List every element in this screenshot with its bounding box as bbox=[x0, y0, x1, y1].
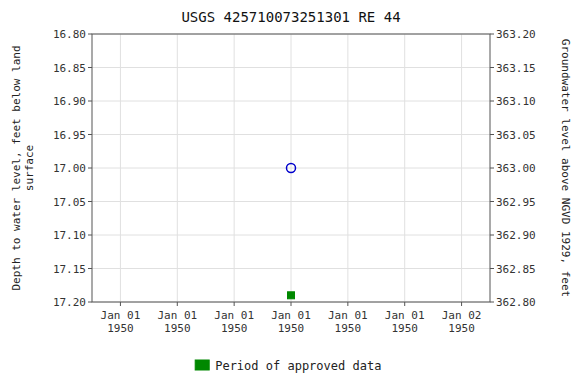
legend-label: Period of approved data bbox=[215, 359, 381, 373]
text-line: Jan 01 bbox=[271, 309, 311, 322]
text-line: 1950 bbox=[107, 322, 134, 335]
grid-line bbox=[291, 34, 292, 302]
tick-label: 362.85 bbox=[496, 263, 536, 276]
tick-label: Jan 011950 bbox=[271, 309, 311, 335]
tick-label: 362.80 bbox=[496, 296, 536, 309]
y-axis: 16.80 16.85 16.90 16.95 17.00 17.05 17.10 17.15… bbox=[53, 28, 92, 309]
tick-mark bbox=[490, 34, 494, 35]
tick-label: 17.15 bbox=[53, 263, 86, 276]
tick-label: 363.05 bbox=[496, 129, 536, 142]
tick-label: Jan 011950 bbox=[328, 309, 368, 335]
tick-mark bbox=[490, 67, 494, 68]
plot-frame bbox=[92, 34, 490, 302]
tick-label: Jan 011950 bbox=[214, 309, 254, 335]
grid-line bbox=[461, 34, 462, 302]
background bbox=[0, 0, 576, 384]
tick-mark bbox=[490, 101, 494, 102]
tick-mark bbox=[88, 235, 92, 236]
tick-label: Jan 011950 bbox=[157, 309, 197, 335]
text-line: 1950 bbox=[278, 322, 305, 335]
text-line: 1950 bbox=[391, 322, 418, 335]
tick-mark bbox=[490, 201, 494, 202]
tick-mark bbox=[120, 302, 121, 306]
text-line: Jan 02 bbox=[442, 309, 482, 322]
tick-label: 363.15 bbox=[496, 62, 536, 75]
tick-mark bbox=[234, 302, 235, 306]
text-line: Depth to water level, feet below land bbox=[10, 45, 23, 290]
tick-mark bbox=[88, 168, 92, 169]
tick-mark bbox=[88, 302, 92, 303]
data-point bbox=[288, 292, 295, 299]
grid bbox=[92, 34, 490, 302]
data-point bbox=[287, 164, 296, 173]
tick-mark bbox=[404, 302, 405, 306]
legend-swatch bbox=[195, 360, 209, 370]
chart: 16.80 16.85 16.90 16.95 17.00 17.05 17.10 17.15… bbox=[0, 0, 576, 384]
grid-line bbox=[177, 34, 178, 302]
marks bbox=[287, 164, 296, 299]
text-line: 1950 bbox=[164, 322, 191, 335]
tick-mark bbox=[88, 201, 92, 202]
tick-label: 363.00 bbox=[496, 162, 536, 175]
tick-label: 362.95 bbox=[496, 196, 536, 209]
text-line: Jan 01 bbox=[385, 309, 425, 322]
tick-mark bbox=[177, 302, 178, 306]
tick-label: Jan 021950 bbox=[442, 309, 482, 335]
tick-label: 363.20 bbox=[496, 28, 536, 41]
tick-mark bbox=[490, 235, 494, 236]
y2-axis-label: Groundwater level above NGVD 1929, feet bbox=[559, 39, 572, 297]
x-axis: Jan 011950Jan 011950Jan 011950Jan 011950… bbox=[101, 302, 482, 335]
tick-mark bbox=[347, 302, 348, 306]
tick-label: 17.05 bbox=[53, 196, 86, 209]
tick-label: 17.20 bbox=[53, 296, 86, 309]
y2-axis: 363.20 363.15 363.10 363.05 363.00 362.95 362.… bbox=[490, 28, 536, 309]
title: USGS 425710073251301 RE 44 bbox=[181, 9, 400, 25]
text-line: Jan 01 bbox=[101, 309, 141, 322]
text-line: 1950 bbox=[221, 322, 248, 335]
tick-label: 17.00 bbox=[53, 162, 86, 175]
tick-mark bbox=[490, 268, 494, 269]
grid-line bbox=[404, 34, 405, 302]
tick-label: 16.90 bbox=[53, 95, 86, 108]
tick-label: Jan 011950 bbox=[385, 309, 425, 335]
tick-label: 16.80 bbox=[53, 28, 86, 41]
tick-mark bbox=[291, 302, 292, 306]
tick-mark bbox=[88, 134, 92, 135]
tick-label: 16.95 bbox=[53, 129, 86, 142]
tick-mark bbox=[88, 101, 92, 102]
grid-line bbox=[234, 34, 235, 302]
text-line: Jan 01 bbox=[157, 309, 197, 322]
grid-line bbox=[120, 34, 121, 302]
text-line: 1950 bbox=[335, 322, 362, 335]
legend: Period of approved data bbox=[195, 359, 381, 373]
text-line: surface bbox=[23, 145, 36, 191]
tick-label: 362.90 bbox=[496, 229, 536, 242]
tick-label: 17.10 bbox=[53, 229, 86, 242]
text-line: Jan 01 bbox=[328, 309, 368, 322]
text-line: 1950 bbox=[448, 322, 475, 335]
tick-mark bbox=[490, 134, 494, 135]
tick-label: 363.10 bbox=[496, 95, 536, 108]
grid-line bbox=[347, 34, 348, 302]
tick-label: Jan 011950 bbox=[101, 309, 141, 335]
tick-mark bbox=[88, 268, 92, 269]
tick-mark bbox=[88, 67, 92, 68]
tick-mark bbox=[461, 302, 462, 306]
tick-mark bbox=[490, 168, 494, 169]
tick-mark bbox=[490, 302, 494, 303]
tick-label: 16.85 bbox=[53, 62, 86, 75]
text-line: Jan 01 bbox=[214, 309, 254, 322]
tick-mark bbox=[88, 34, 92, 35]
y-axis-label: Depth to water level, feet below landsur… bbox=[10, 45, 36, 290]
